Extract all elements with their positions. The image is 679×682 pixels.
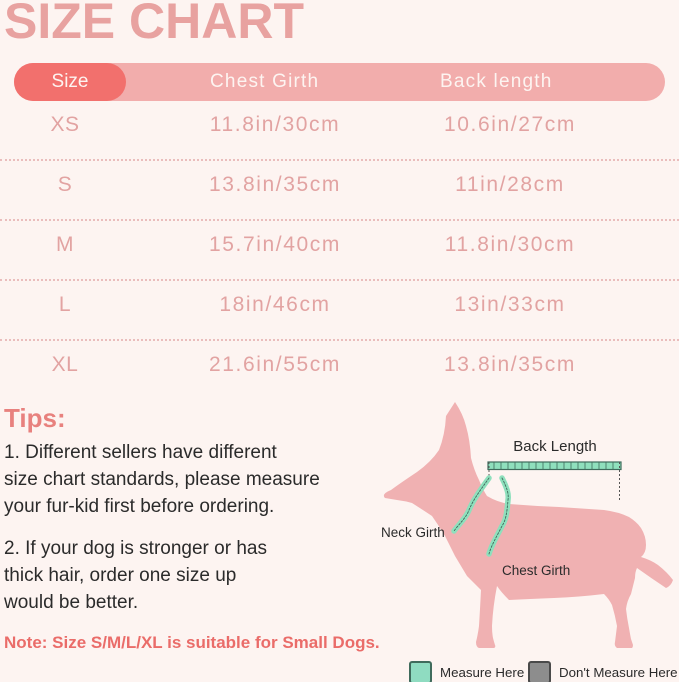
svg-text:Chest Girth: Chest Girth [502,563,570,578]
svg-text:Neck Girth: Neck Girth [381,525,445,540]
svg-text:Back Length: Back Length [513,438,596,455]
